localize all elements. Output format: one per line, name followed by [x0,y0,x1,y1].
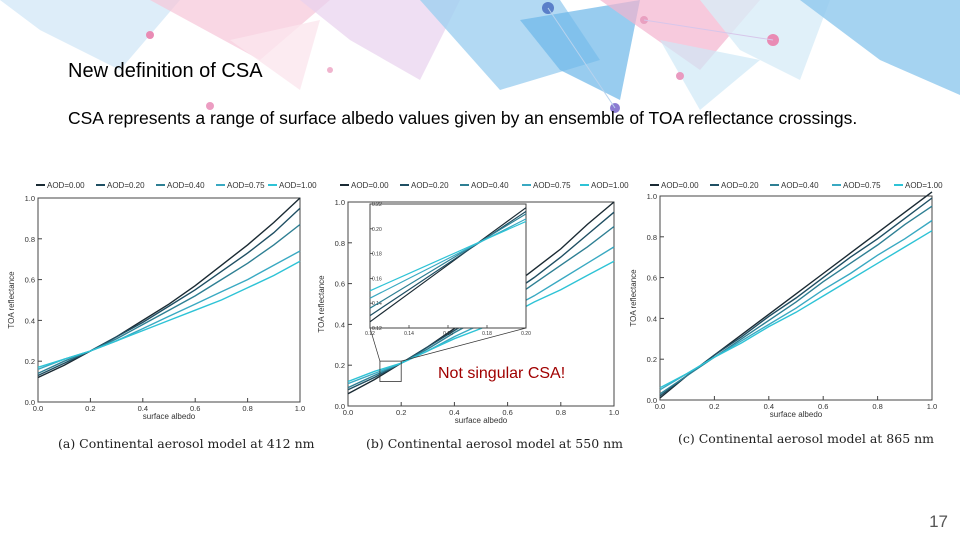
series-line-AOD=0.40 [37,223,301,375]
legend-label: AOD=0.75 [533,181,571,190]
inset-y-tick-label: 0.12 [372,326,382,332]
y-tick-label: 0.8 [647,233,657,242]
y-tick-label: 1.0 [335,198,345,207]
plot-frame [37,197,301,403]
x-tick-label: 0.0 [343,408,353,417]
legend-label: AOD=0.40 [167,181,205,190]
x-tick-label: 0.8 [242,404,252,413]
inset-y-tick-label: 0.16 [372,276,382,282]
x-tick-label: 0.6 [502,408,512,417]
chart-caption-550nm: (b) Continental aerosol model at 550 nm [366,436,624,451]
y-tick-label: 0.8 [25,235,35,244]
x-tick-label: 0.8 [872,402,882,411]
chart-caption-865nm: (c) Continental aerosol model at 865 nm [678,431,935,446]
x-tick-label: 1.0 [295,404,305,413]
y-tick-label: 0.2 [647,355,657,364]
series-line-AOD=0.75 [659,219,933,391]
inset-series-line-AOD=0.20 [369,210,527,317]
y-tick-label: 1.0 [647,192,657,201]
plot-frame [659,195,933,401]
x-axis-label: surface albedo [770,410,823,419]
legend-label: AOD=0.00 [351,181,389,190]
slide-body-text: CSA represents a range of surface albedo… [68,108,858,128]
inset-x-tick-label: 0.18 [482,331,492,337]
chart-caption-412nm: (a) Continental aerosol model at 412 nm [58,436,315,451]
inset-series-line-AOD=0.40 [369,213,527,309]
series-line-AOD=1.00 [37,260,301,368]
inset-x-tick-label: 0.16 [443,331,453,337]
y-tick-label: 0.0 [647,396,657,405]
y-tick-label: 0.4 [25,316,35,325]
x-tick-label: 1.0 [927,402,937,411]
x-tick-label: 0.0 [655,402,665,411]
legend-label: AOD=0.00 [47,181,85,190]
chart-panel-865nm: AOD=0.00 AOD=0.20 AOD=0.40 AOD=0.75 AOD=1.00… [628,178,946,419]
y-axis-label: TOA reflectance [317,275,326,333]
legend-label: AOD=0.20 [107,181,145,190]
inset-series-line-AOD=0.75 [369,218,527,299]
chart-412nm: AOD=0.00 AOD=0.20 AOD=0.40 AOD=0.75 AOD=1.00… [7,181,317,421]
x-tick-label: 0.4 [764,402,774,411]
y-tick-label: 0.6 [647,274,657,283]
y-tick-label: 0.0 [335,402,345,411]
y-tick-label: 1.0 [25,194,35,203]
x-axis-label: surface albedo [455,416,508,425]
inset-frame [369,203,527,329]
decorative-banner [0,0,960,113]
y-tick-label: 0.4 [335,320,345,329]
inset-y-tick-label: 0.22 [372,202,382,208]
y-tick-label: 0.0 [25,398,35,407]
plot-frame [347,201,615,407]
y-tick-label: 0.2 [25,357,35,366]
series-line-AOD=0.00 [37,197,301,379]
legend-label: AOD=0.20 [721,181,759,190]
callout-not-singular-csa: Not singular CSA! [438,365,566,382]
legend-label: AOD=1.00 [591,181,629,190]
x-tick-label: 0.6 [818,402,828,411]
x-tick-label: 0.4 [449,408,459,417]
legend-label: AOD=0.75 [843,181,881,190]
y-tick-label: 0.8 [335,239,345,248]
chart-panel-550nm: AOD=0.00 AOD=0.20 AOD=0.40 AOD=0.75 AOD=1.00… [317,178,629,425]
inset-x-tick-label: 0.14 [404,331,414,337]
legend-label: AOD=1.00 [279,181,317,190]
x-tick-label: 0.4 [138,404,148,413]
legend-label: AOD=0.75 [227,181,265,190]
y-axis-label: TOA reflectance [7,271,16,329]
slide-title: New definition of CSA [68,60,263,82]
inset-y-tick-label: 0.18 [372,252,382,258]
x-tick-label: 0.2 [85,404,95,413]
inset-x-tick-label: 0.12 [365,331,375,337]
chart-550nm: AOD=0.00 AOD=0.20 AOD=0.40 AOD=0.75 AOD=1.00… [317,181,629,425]
x-tick-label: 1.0 [609,408,619,417]
x-tick-label: 0.2 [709,402,719,411]
inset-connector [369,327,381,362]
x-tick-label: 0.6 [190,404,200,413]
inset-y-tick-label: 0.20 [372,227,382,233]
y-tick-label: 0.6 [335,280,345,289]
legend-label: AOD=0.40 [781,181,819,190]
y-tick-label: 0.2 [335,361,345,370]
legend-label: AOD=0.20 [411,181,449,190]
x-axis-label: surface albedo [143,412,196,421]
legend-label: AOD=0.00 [661,181,699,190]
x-tick-label: 0.8 [556,408,566,417]
x-tick-label: 0.0 [33,404,43,413]
chart-865nm: AOD=0.00 AOD=0.20 AOD=0.40 AOD=0.75 AOD=1.00… [629,181,943,419]
zoom-box [379,360,402,382]
inset-series-line-AOD=1.00 [369,220,527,292]
legend-label: AOD=1.00 [905,181,943,190]
y-axis-label: TOA reflectance [629,269,638,327]
inset-connector [401,327,527,362]
legend-label: AOD=0.40 [471,181,509,190]
series-line-AOD=1.00 [659,230,933,389]
inset-x-tick-label: 0.20 [521,331,531,337]
chart-panel-412nm: AOD=0.00 AOD=0.20 AOD=0.40 AOD=0.75 AOD=1.00… [2,178,317,421]
y-tick-label: 0.6 [25,276,35,285]
x-tick-label: 0.2 [396,408,406,417]
page-number: 17 [929,512,948,531]
inset-series-line-AOD=0.00 [369,207,527,323]
y-tick-label: 0.4 [647,314,657,323]
